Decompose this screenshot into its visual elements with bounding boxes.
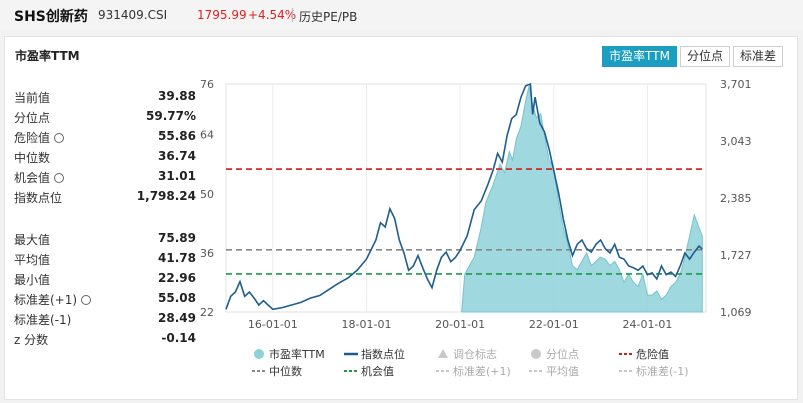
stat-row-max: 最大值 75.89: [14, 229, 196, 249]
x-tick-label: 24-01-01: [622, 318, 672, 331]
stat-label: 标准差(+1): [14, 293, 78, 307]
stat-value: 22.96: [158, 271, 196, 285]
card-title: 市盈率TTM: [15, 49, 80, 63]
stat-label: 机会值: [14, 171, 51, 185]
tab-pe-ttm[interactable]: 市盈率TTM: [602, 46, 677, 67]
stat-row-median: 中位数 36.74: [14, 147, 196, 167]
header-bar: SHS创新药 931409.CSI 1795.99 +4.54% 历史PE/PB: [0, 0, 803, 30]
stat-label: z 分数: [14, 333, 49, 347]
stat-row-min: 最小值 22.96: [14, 269, 196, 289]
legend-marker: [438, 349, 448, 358]
stat-value: 36.74: [158, 149, 196, 163]
y-left-tick-label: 76: [200, 78, 214, 91]
legend-label[interactable]: 标准差(-1): [636, 364, 689, 378]
legend-label[interactable]: 危险值: [636, 347, 669, 361]
legend-label[interactable]: 中位数: [269, 364, 302, 378]
tab-percentile[interactable]: 分位点: [679, 46, 730, 67]
index-change: +4.54%: [248, 8, 297, 22]
y-right-tick-label: 3,043: [720, 135, 752, 148]
stat-value: 1,798.24: [136, 189, 196, 203]
x-tick-label: 16-01-01: [248, 318, 298, 331]
index-name: SHS创新药: [14, 9, 88, 25]
y-left-tick-label: 50: [200, 188, 214, 201]
gear-icon[interactable]: [54, 173, 65, 183]
gear-icon[interactable]: [54, 133, 65, 143]
x-tick-label: 22-01-01: [529, 318, 579, 331]
y-right-tick-label: 1,069: [720, 306, 752, 319]
stat-label: 分位点: [14, 111, 51, 125]
stat-row-mean: 平均值 41.78: [14, 249, 196, 269]
stat-value: 55.86: [158, 129, 196, 143]
stat-value: -0.14: [161, 331, 196, 345]
y-left-tick-label: 36: [200, 247, 214, 260]
divider: [292, 8, 293, 22]
gear-icon[interactable]: [81, 295, 92, 305]
y-right-tick-label: 3,701: [720, 78, 752, 91]
legend-label[interactable]: 标准差(+1): [453, 364, 511, 378]
pe-area-series: [461, 85, 703, 313]
stat-label: 中位数: [14, 151, 51, 165]
index-level-line: [225, 82, 703, 311]
legend-marker: [531, 349, 541, 359]
legend-label[interactable]: 调仓标志: [453, 347, 497, 361]
stat-label: 危险值: [14, 131, 51, 145]
stat-row-opportunity: 机会值 31.01: [14, 167, 196, 187]
x-tick-label: 18-01-01: [342, 318, 392, 331]
stat-value: 39.88: [158, 89, 196, 103]
stat-row-z-score: z 分数 -0.14: [14, 329, 196, 349]
y-right-tick-label: 2,385: [720, 192, 752, 205]
stat-value: 41.78: [158, 251, 196, 265]
stat-row-percentile: 分位点 59.77%: [14, 107, 196, 127]
legend-label[interactable]: 分位点: [546, 347, 579, 361]
stat-label: 当前值: [14, 91, 51, 105]
stat-row-index-level: 指数点位 1,798.24: [14, 187, 196, 207]
index-code: 931409.CSI: [98, 8, 168, 22]
stat-label: 最大值: [14, 233, 51, 247]
legend-label[interactable]: 平均值: [546, 365, 579, 378]
stat-value: 31.01: [158, 169, 196, 183]
view-type-label[interactable]: 历史PE/PB: [299, 10, 358, 24]
valuation-card: 市盈率TTM 市盈率TTM 分位点 标准差 当前值 39.88 分位点 59.77%…: [4, 36, 798, 400]
stat-value: 55.08: [158, 291, 196, 305]
stat-value: 28.49: [158, 311, 196, 325]
legend-marker: [254, 349, 264, 359]
y-left-tick-label: 64: [200, 129, 214, 142]
tab-std-dev[interactable]: 标准差: [732, 46, 783, 67]
stat-label: 标准差(-1): [14, 313, 72, 327]
stat-row-std-plus: 标准差(+1) 55.08: [14, 289, 196, 309]
stat-row-std-minus: 标准差(-1) 28.49: [14, 309, 196, 329]
stat-row-current: 当前值 39.88: [14, 87, 196, 107]
stat-label: 平均值: [14, 253, 51, 267]
stat-value: 59.77%: [146, 109, 196, 123]
stat-value: 75.89: [158, 231, 196, 245]
stat-label: 最小值: [14, 273, 51, 287]
stats-panel: 当前值 39.88 分位点 59.77% 危险值 55.86 中位数 36.74 机会值…: [14, 87, 196, 349]
legend-label[interactable]: 市盈率TTM: [269, 347, 325, 361]
stat-label: 指数点位: [14, 191, 63, 205]
stat-row-danger: 危险值 55.86: [14, 127, 196, 147]
x-tick-label: 20-01-01: [435, 318, 485, 331]
y-right-tick-label: 1,727: [720, 249, 752, 262]
y-left-tick-label: 22: [200, 306, 214, 319]
metric-tabs: 市盈率TTM 分位点 标准差: [599, 46, 783, 67]
legend-label[interactable]: 指数点位: [361, 347, 405, 361]
index-price: 1795.99: [197, 8, 247, 22]
legend-label[interactable]: 机会值: [361, 364, 394, 378]
